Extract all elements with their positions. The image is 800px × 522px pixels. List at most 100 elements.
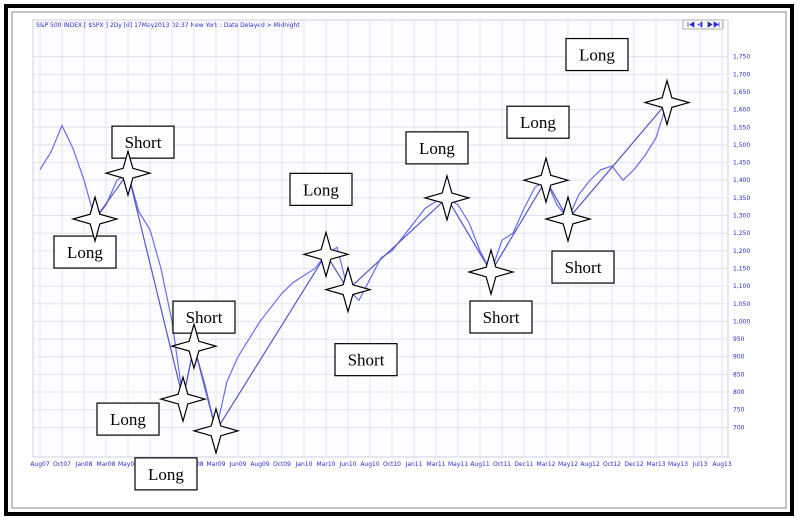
signal-star	[301, 230, 351, 279]
x-tick-label: Mar11	[427, 461, 446, 468]
signal-star	[543, 194, 593, 244]
signal-label: Long	[579, 46, 615, 65]
signal-box	[334, 343, 398, 377]
x-tick-label: Mar13	[647, 461, 666, 468]
x-tick-label: Jan11	[405, 461, 423, 468]
x-tick-label: Aug11	[470, 461, 490, 468]
signal-label: Short	[348, 351, 385, 370]
signal-label: Long	[419, 139, 455, 158]
y-tick-label: 750	[733, 407, 745, 414]
x-tick-label: Mar08	[97, 461, 116, 468]
signal: Long	[96, 374, 208, 436]
y-tick-label: 950	[733, 336, 745, 343]
signal-label: Short	[565, 258, 602, 277]
signal-star	[642, 78, 692, 127]
signal-label: Long	[303, 180, 339, 199]
y-tick-label: 1,700	[733, 71, 750, 78]
y-tick-label: 850	[733, 371, 745, 378]
signal-box	[172, 300, 236, 334]
signal: Long	[506, 105, 571, 205]
y-tick-label: 1,400	[733, 177, 750, 184]
signal-box	[96, 402, 160, 436]
signal-label: Short	[483, 308, 520, 327]
x-tick-label: Jan10	[295, 461, 313, 468]
signal: Long	[565, 37, 692, 127]
y-tick-label: 1,300	[733, 213, 750, 220]
signal-box	[405, 131, 469, 165]
y-tick-label: 1,200	[733, 248, 750, 255]
x-tick-label: May13	[668, 461, 688, 468]
x-tick-label: Aug12	[580, 461, 600, 468]
signal-star	[103, 148, 153, 198]
x-tick-label: Aug07	[30, 461, 50, 468]
y-tick-label: 1,450	[733, 160, 750, 167]
signal: Short	[543, 194, 615, 284]
signal-star	[169, 321, 219, 371]
frame	[4, 4, 794, 516]
y-tick-label: 1,050	[733, 301, 750, 308]
navigation[interactable]	[682, 19, 724, 30]
chart-title: S&P 500 INDEX [ $SPX ] 2Dy [d] 17May2013…	[36, 22, 300, 29]
signal-label: Short	[125, 133, 162, 152]
signal-box	[565, 37, 629, 72]
y-tick-label: 1,250	[733, 230, 750, 237]
x-tick-label: Oct11	[493, 461, 511, 468]
x-tick-label: Mar12	[537, 461, 556, 468]
x-tick-label: Mar10	[317, 461, 336, 468]
signal-star	[422, 173, 472, 223]
signal-star	[70, 194, 120, 244]
x-tick-label: Aug09	[250, 461, 270, 468]
signal: Long	[53, 194, 120, 269]
signal: Long	[405, 131, 472, 223]
signal: Short	[103, 125, 175, 198]
x-tick-label: Oct07	[53, 461, 71, 468]
x-tick-label: Dec12	[624, 461, 643, 468]
x-tick-label: Jun09	[228, 461, 246, 468]
x-tick-label: Oct10	[383, 461, 401, 468]
signal: Short	[323, 265, 398, 377]
signal-box	[134, 457, 198, 491]
signal-box	[551, 250, 615, 284]
signal-label: Long	[110, 410, 146, 429]
x-tick-label: Jan08	[75, 461, 93, 468]
x-tick-label: May11	[448, 461, 468, 468]
signal-star	[191, 406, 241, 456]
signal-box	[289, 172, 353, 206]
x-tick-label: Oct12	[603, 461, 621, 468]
x-tick-label: Aug10	[360, 461, 380, 468]
x-tick-label: Jun10	[338, 461, 356, 468]
y-tick-label: 800	[733, 389, 745, 396]
x-tick-label: May12	[558, 461, 578, 468]
price-line	[39, 102, 668, 432]
inner-frame	[11, 11, 787, 509]
signal-box	[111, 125, 175, 159]
signal-label: Long	[520, 113, 556, 132]
nav-box[interactable]	[682, 19, 724, 30]
y-tick-label: 1,000	[733, 318, 750, 325]
y-tick-label: 1,550	[733, 124, 750, 131]
y-tick-label: 1,750	[733, 54, 750, 61]
y-tick-label: 1,350	[733, 195, 750, 202]
signal: Long	[289, 172, 353, 279]
x-tick-label: Mar09	[207, 461, 226, 468]
y-tick-label: 900	[733, 354, 745, 361]
signal-star	[466, 247, 516, 297]
y-tick-label: 1,650	[733, 89, 750, 96]
signal-box	[506, 105, 570, 139]
signal-label: Long	[148, 465, 184, 484]
signal-box	[53, 235, 117, 269]
signal-label: Long	[67, 243, 103, 262]
y-tick-label: 1,100	[733, 283, 750, 290]
x-tick-label: May08	[118, 461, 138, 468]
x-tick-label: Dec11	[514, 461, 533, 468]
signal-label: Short	[186, 308, 223, 327]
x-tick-label: Aug13	[712, 461, 732, 468]
signal-star	[521, 156, 571, 205]
y-tick-label: 1,150	[733, 265, 750, 272]
y-tick-label: 1,500	[733, 142, 750, 149]
signal-box	[469, 300, 533, 334]
y-tick-label: 700	[733, 424, 745, 431]
plot-area	[32, 19, 729, 458]
signal-star	[323, 265, 373, 314]
